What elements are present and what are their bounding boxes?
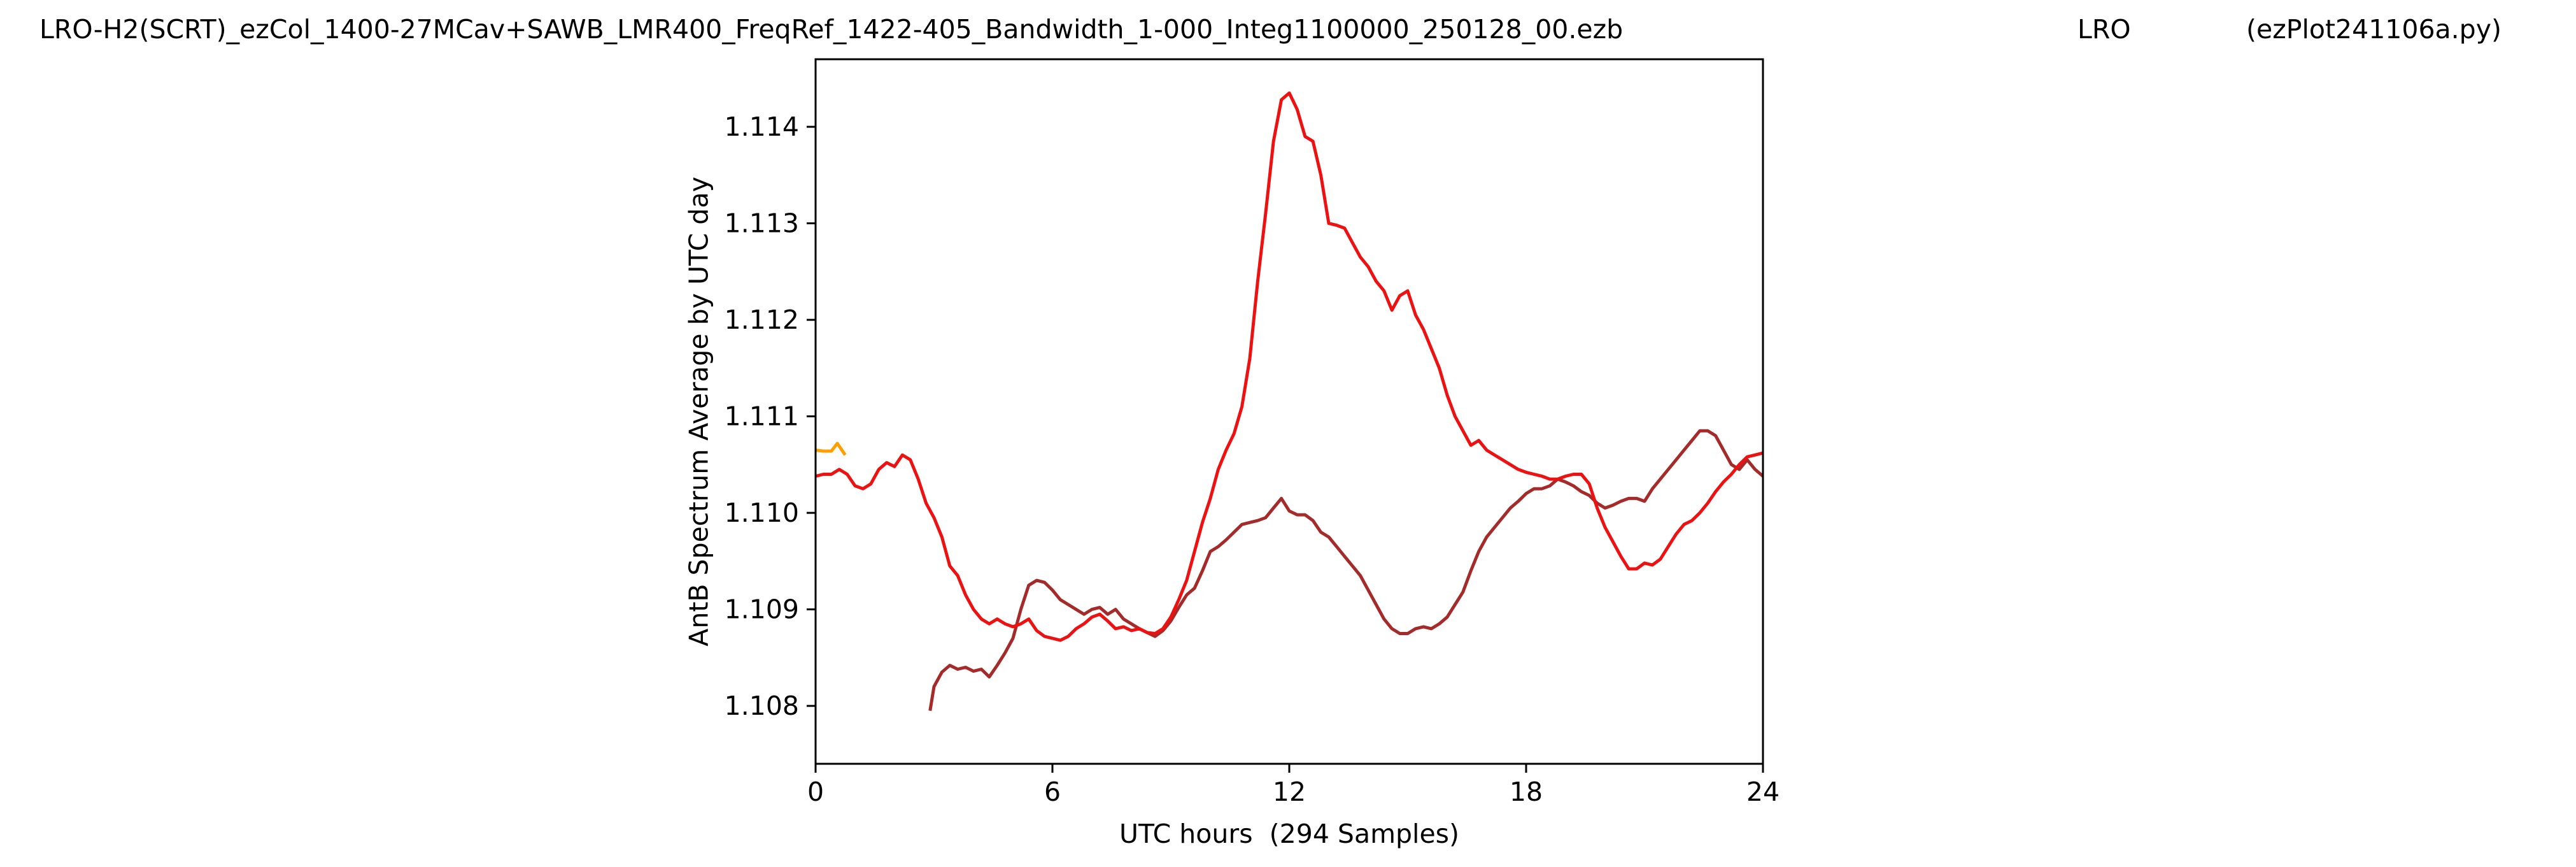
x-tick-label: 0 [807, 777, 824, 807]
program-label: (ezPlot241106a.py) [2246, 14, 2502, 45]
y-tick-label: 1.110 [725, 498, 799, 528]
x-tick-label: 24 [1746, 777, 1780, 807]
series-line-2 [928, 429, 1764, 712]
file-title: LRO-H2(SCRT)_ezCol_1400-27MCav+SAWB_LMR4… [39, 14, 1624, 45]
x-axis-title: UTC hours (294 Samples) [1119, 819, 1460, 849]
y-tick-label: 1.109 [725, 594, 799, 625]
series-line-3 [815, 91, 1764, 642]
x-tick-label: 12 [1273, 777, 1306, 807]
y-tick-label: 1.112 [725, 305, 799, 335]
y-tick-label: 1.113 [725, 208, 799, 239]
axis-ticks: 0 6 12 18 24 1.108 1.109 1.110 1.111 1.112 1.113 1.… [725, 111, 1780, 807]
y-tick-label: 1.108 [725, 691, 799, 721]
series-layer [815, 91, 1764, 712]
x-tick-label: 18 [1510, 777, 1543, 807]
site-label: LRO [2077, 14, 2131, 45]
y-tick-label: 1.114 [725, 111, 799, 142]
plot-frame [814, 58, 1764, 765]
y-axis-title: AntB Spectrum Average by UTC day [683, 176, 714, 647]
x-tick-label: 6 [1044, 777, 1061, 807]
y-tick-label: 1.111 [725, 401, 799, 432]
series-line-1 [815, 441, 847, 456]
